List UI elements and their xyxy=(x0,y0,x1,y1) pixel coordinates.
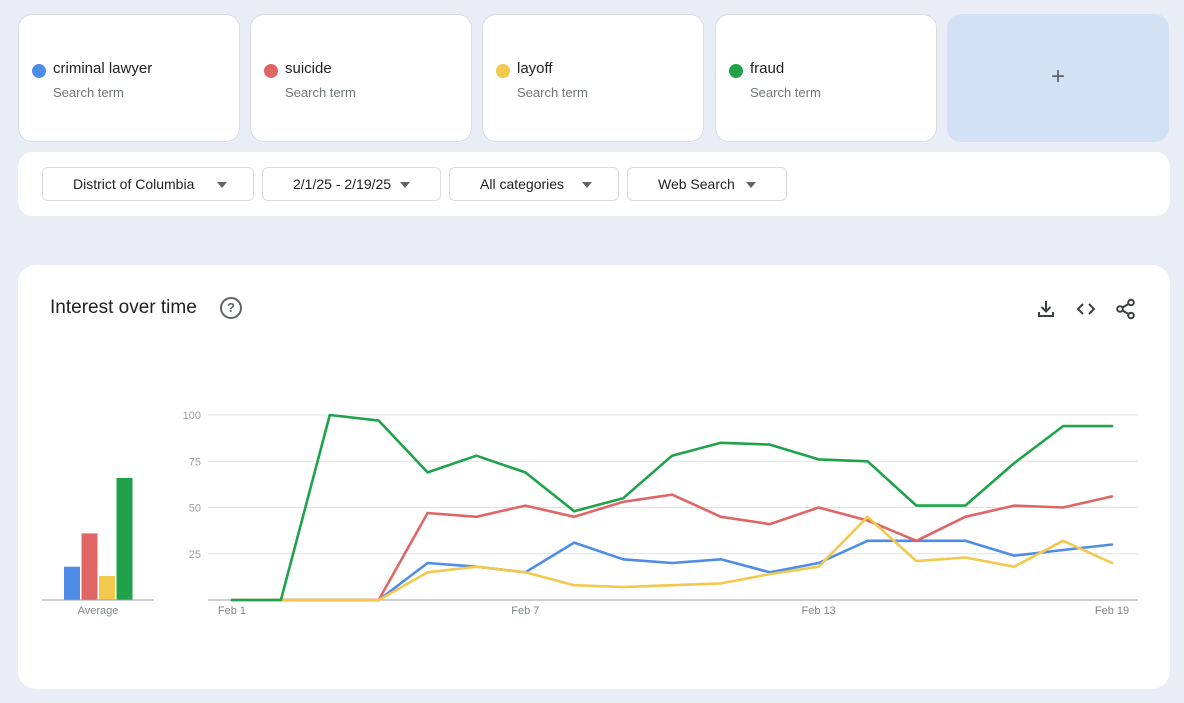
share-icon[interactable] xyxy=(1115,298,1137,320)
chevron-down-icon xyxy=(400,182,410,188)
search-type-dropdown[interactable]: Web Search xyxy=(627,167,787,201)
date-range-dropdown[interactable]: 2/1/25 - 2/19/25 xyxy=(262,167,441,201)
filter-bar: District of Columbia 2/1/25 - 2/19/25 Al… xyxy=(18,152,1170,216)
category-dropdown[interactable]: All categories xyxy=(449,167,619,201)
add-term-button[interactable]: + xyxy=(947,14,1169,142)
date-range-label: 2/1/25 - 2/19/25 xyxy=(293,176,392,192)
search-type-label: Web Search xyxy=(658,176,735,192)
term-3-type: Search term xyxy=(517,85,588,100)
term-card-2[interactable]: suicide Search term xyxy=(250,14,472,142)
embed-icon[interactable] xyxy=(1075,298,1097,320)
term-4-name[interactable]: fraud xyxy=(750,60,785,77)
region-dropdown-label: District of Columbia xyxy=(73,176,195,192)
panel-title: Interest over time xyxy=(50,297,197,318)
term-card-1[interactable]: criminal lawyer Search term xyxy=(18,14,240,142)
category-label: All categories xyxy=(480,176,565,192)
term-2-type: Search term xyxy=(285,85,356,100)
region-dropdown[interactable]: District of Columbia xyxy=(42,167,254,201)
term-4-color-dot xyxy=(729,64,743,78)
term-2-name[interactable]: suicide xyxy=(285,60,332,77)
download-icon[interactable] xyxy=(1035,298,1057,320)
term-1-color-dot xyxy=(32,64,46,78)
term-3-color-dot xyxy=(496,64,510,78)
help-icon[interactable]: ? xyxy=(220,297,242,319)
term-3-name[interactable]: layoff xyxy=(517,60,553,77)
term-4-type: Search term xyxy=(750,85,821,100)
chevron-down-icon xyxy=(217,182,227,188)
term-card-4[interactable]: fraud Search term xyxy=(715,14,937,142)
term-card-3[interactable]: layoff Search term xyxy=(482,14,704,142)
interest-over-time-panel: Interest over time ? xyxy=(18,265,1170,689)
term-2-color-dot xyxy=(264,64,278,78)
term-1-type: Search term xyxy=(53,85,124,100)
plus-icon: + xyxy=(1050,63,1065,90)
chevron-down-icon xyxy=(746,182,756,188)
term-1-name[interactable]: criminal lawyer xyxy=(53,60,153,77)
chevron-down-icon xyxy=(582,182,592,188)
